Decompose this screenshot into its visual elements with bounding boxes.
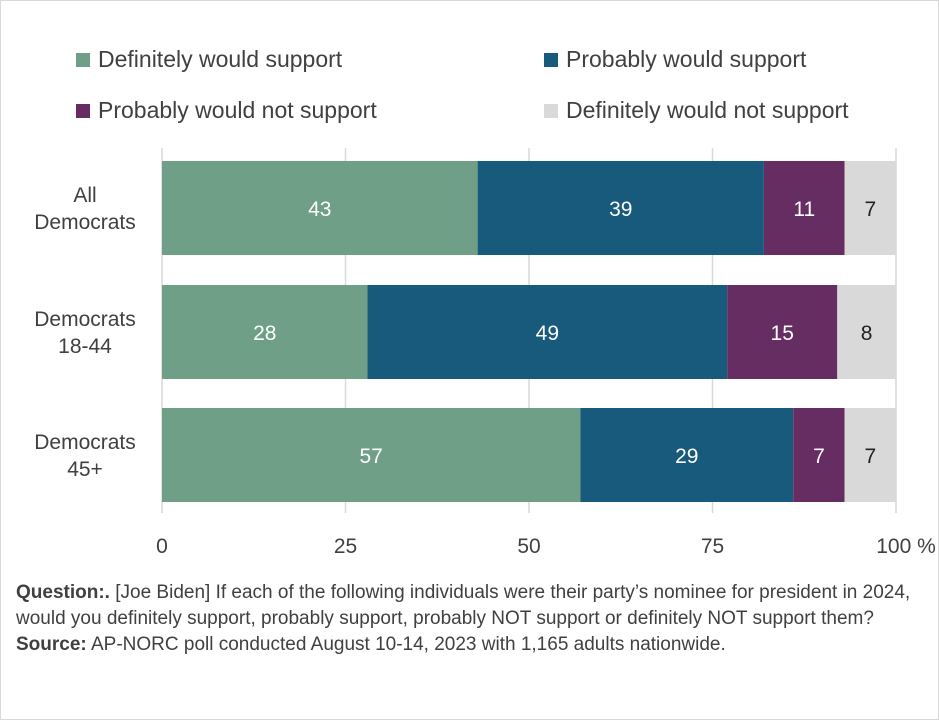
data-label: 57 [360,445,383,468]
legend-item-definitely-not-support: Definitely would not support [544,97,849,124]
data-label: 8 [861,322,873,345]
category-label: Democrats [34,211,136,234]
stacked-bar-chart: 43 39 11 7 All Democrats 28 49 15 8 Democrats 18-44… [34,148,936,558]
source-label: Source: [16,634,87,655]
data-label: 29 [675,445,698,468]
category-label: Democrats [34,431,136,454]
legend-label: Definitely would not support [566,97,849,123]
legend-swatch [76,52,90,67]
legend-item-probably-not-support: Probably would not support [76,97,377,124]
data-label: 7 [813,445,825,468]
legend-item-probably-support: Probably would support [544,46,806,73]
category-label: 18-44 [58,335,112,358]
legend-swatch [76,103,90,118]
data-label: 15 [771,322,794,345]
bar-segment [727,285,838,379]
x-tick-label: 50 [517,535,540,558]
data-label: 49 [536,322,559,345]
data-label: 43 [308,198,331,221]
legend-label: Probably would not support [98,97,377,123]
data-label: 7 [864,198,876,221]
bar-segment [837,285,896,379]
data-label: 39 [609,198,632,221]
bar-segment [367,285,728,379]
question-text: [Joe Biden] If each of the following ind… [16,582,911,629]
legend-label: Probably would support [566,46,807,72]
x-tick-label: 25 [334,535,357,558]
data-label: 7 [864,445,876,468]
x-tick-label: 0 [156,535,168,558]
x-tick-label: 75 [701,535,724,558]
bar-segment [477,161,764,255]
source-note: Source: AP-NORC poll conducted August 10… [16,632,921,658]
category-label: 45+ [67,458,103,481]
chart-footer: Question:. [Joe Biden] If each of the fo… [16,580,921,658]
source-text: AP-NORC poll conducted August 10-14, 202… [86,634,726,655]
category-label: All [73,184,96,207]
bar-segment [162,285,368,379]
question-note: Question:. [Joe Biden] If each of the fo… [16,580,921,632]
bar-segment [844,161,896,255]
category-label: Democrats [34,308,136,331]
bar-segment [844,408,896,502]
bar-segment [793,408,845,502]
legend-swatch [544,103,558,118]
x-tick-label: 100 % [876,535,936,558]
data-label: 28 [253,322,276,345]
question-label: Question:. [16,582,110,603]
bar-segment [763,161,845,255]
bar-segment [580,408,794,502]
legend-label: Definitely would support [98,46,343,72]
bar-segment [162,408,581,502]
data-label: 11 [793,198,815,221]
legend-swatch [544,52,558,67]
legend-item-definitely-support: Definitely would support [76,46,342,73]
bar-segment [162,161,478,255]
